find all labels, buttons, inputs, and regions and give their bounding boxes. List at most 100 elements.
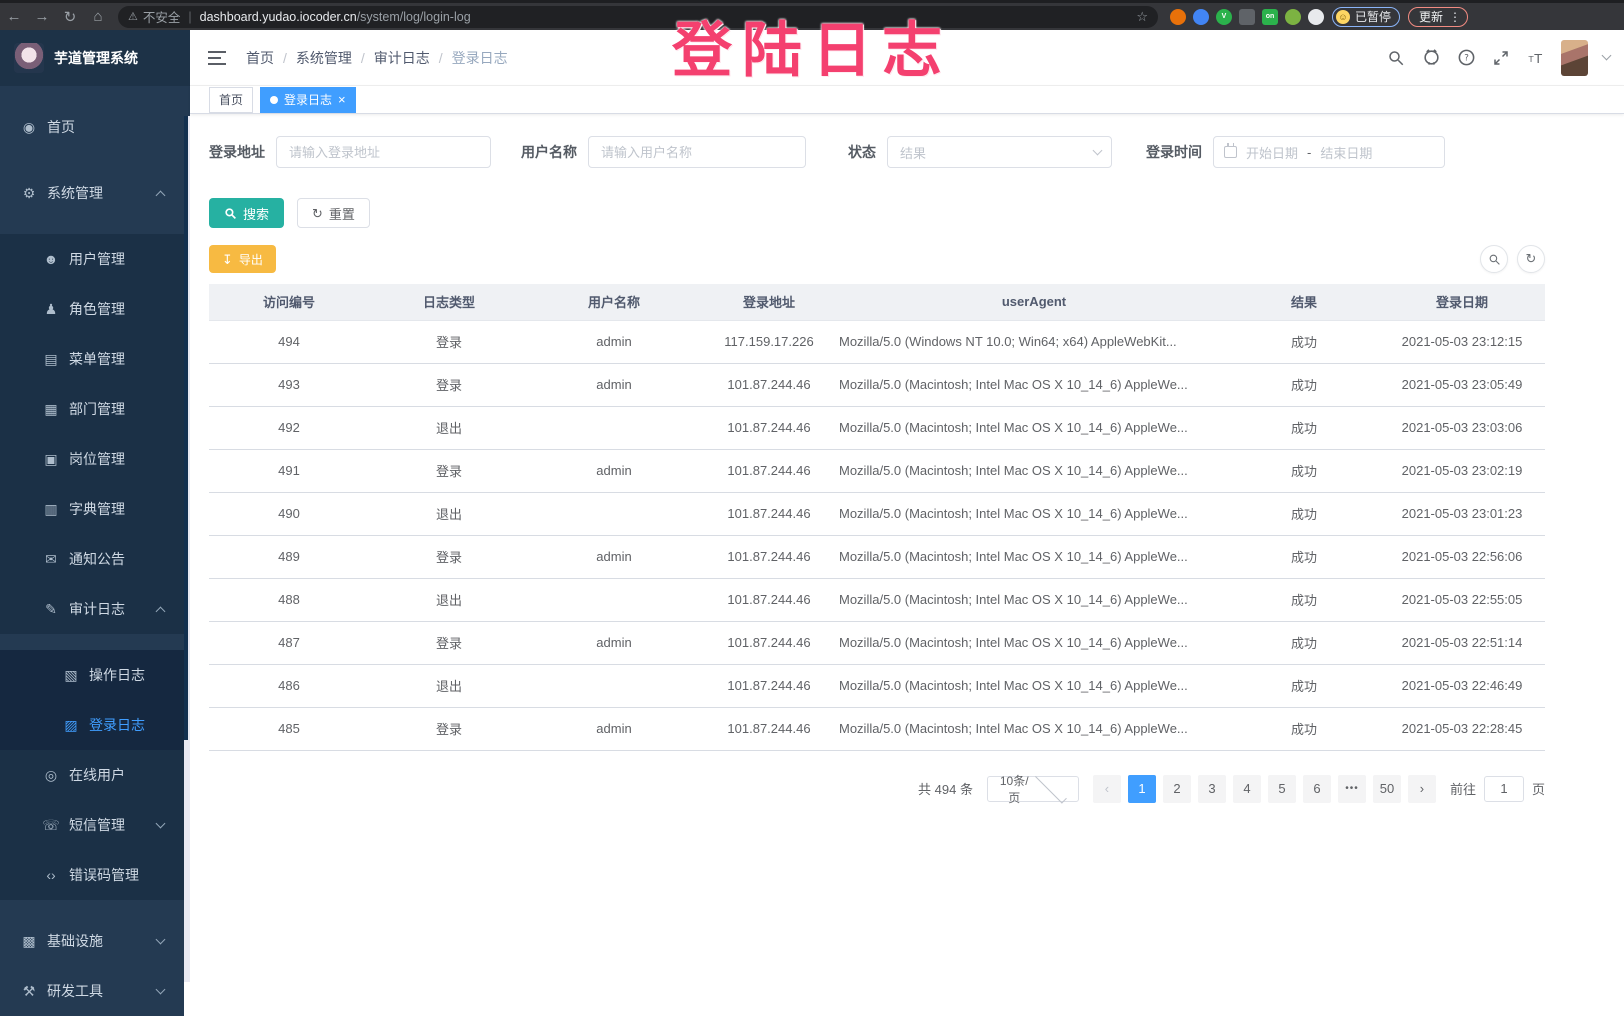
sidebar-item-system-label: 系统管理 xyxy=(47,183,103,203)
extension-on-icon[interactable]: on xyxy=(1262,9,1278,25)
cell-agent: Mozilla/5.0 (Macintosh; Intel Mac OS X 1… xyxy=(839,363,1229,406)
extension-rss-icon[interactable] xyxy=(1170,9,1186,25)
goto-page-input[interactable] xyxy=(1484,776,1524,802)
sidebar-scrollbar-thumb[interactable] xyxy=(184,116,188,740)
cell-agent: Mozilla/5.0 (Macintosh; Intel Mac OS X 1… xyxy=(839,621,1229,664)
cell-user: admin xyxy=(529,449,699,492)
bookmark-star-icon[interactable]: ☆ xyxy=(1136,9,1148,25)
breadcrumb-home[interactable]: 首页 xyxy=(246,48,274,68)
sidebar-scrollbar[interactable] xyxy=(184,116,190,982)
sidebar-item-menus[interactable]: ▤菜单管理 xyxy=(0,334,184,384)
page-ellipsis[interactable]: ••• xyxy=(1338,775,1366,803)
avatar-chevron-down-icon[interactable] xyxy=(1602,51,1612,61)
sidebar-item-audit-log[interactable]: ✎审计日志 xyxy=(0,584,184,634)
cell-type: 登录 xyxy=(369,707,529,750)
docs-question-icon[interactable]: ? xyxy=(1456,48,1476,68)
fullscreen-icon[interactable] xyxy=(1491,48,1511,68)
login-time-range-picker[interactable]: 开始日期 - 结束日期 xyxy=(1213,136,1445,168)
sidebar-item-roles[interactable]: ♟角色管理 xyxy=(0,284,184,334)
cell-id: 485 xyxy=(209,707,369,750)
search-button[interactable]: 搜索 xyxy=(209,198,284,228)
sidebar-item-users[interactable]: ☻用户管理 xyxy=(0,234,184,284)
next-page-button[interactable]: › xyxy=(1408,775,1436,803)
tag-login-log[interactable]: 登录日志 × xyxy=(260,87,356,113)
sidebar-item-dev-tools[interactable]: ⚒研发工具 xyxy=(0,966,184,1016)
gear-icon: ⚙ xyxy=(20,185,38,202)
refresh-table-icon-button[interactable]: ↻ xyxy=(1517,245,1545,273)
toggle-search-icon-button[interactable] xyxy=(1480,245,1508,273)
login-address-label: 登录地址 xyxy=(209,142,265,162)
page-button-50[interactable]: 50 xyxy=(1373,775,1401,803)
username-input[interactable] xyxy=(588,136,806,168)
page-button-5[interactable]: 5 xyxy=(1268,775,1296,803)
prev-page-button[interactable]: ‹ xyxy=(1093,775,1121,803)
cell-result: 成功 xyxy=(1229,535,1379,578)
cell-user: admin xyxy=(529,621,699,664)
page-size-value: 10条/页 xyxy=(996,772,1033,806)
page-button-4[interactable]: 4 xyxy=(1233,775,1261,803)
url-path: /system/log/login-log xyxy=(357,10,471,24)
reset-icon: ↻ xyxy=(312,207,323,220)
extension-v-icon[interactable]: V xyxy=(1216,9,1232,25)
sidebar-item-online-users-label: 在线用户 xyxy=(69,765,125,785)
address-bar[interactable]: ⚠ 不安全 | dashboard.yudao.iocoder.cn /syst… xyxy=(118,6,1158,28)
browser-menu-dots-icon[interactable]: ⋮ xyxy=(1449,10,1461,24)
not-secure-warning-icon[interactable]: ⚠ xyxy=(128,10,138,23)
extension-leaf-icon[interactable] xyxy=(1285,9,1301,25)
breadcrumb-audit-log[interactable]: 审计日志 xyxy=(374,48,430,68)
sidebar-item-notice[interactable]: ✉通知公告 xyxy=(0,534,184,584)
tag-close-icon[interactable]: × xyxy=(338,93,346,106)
sidebar-item-infrastructure[interactable]: ▩基础设施 xyxy=(0,916,184,966)
sidebar-item-login-log[interactable]: ▨登录日志 xyxy=(0,700,184,750)
sidebar-item-posts-label: 岗位管理 xyxy=(69,449,125,469)
sidebar-item-operation-log-label: 操作日志 xyxy=(89,665,145,685)
browser-profile-chip[interactable]: ☺ 已暂停 xyxy=(1332,7,1400,27)
cell-date: 2021-05-03 23:01:23 xyxy=(1379,492,1545,535)
status-select[interactable]: 结果 xyxy=(887,136,1112,168)
browser-home-icon[interactable]: ⌂ xyxy=(84,8,112,25)
reset-button[interactable]: ↻ 重置 xyxy=(297,198,370,228)
page-button-6[interactable]: 6 xyxy=(1303,775,1331,803)
page-size-select[interactable]: 10条/页 xyxy=(987,776,1079,802)
hamburger-icon[interactable] xyxy=(208,51,226,65)
extension-paw-icon[interactable] xyxy=(1308,9,1324,25)
sidebar-item-posts[interactable]: ▣岗位管理 xyxy=(0,434,184,484)
extension-shield-icon[interactable] xyxy=(1193,9,1209,25)
cell-result: 成功 xyxy=(1229,492,1379,535)
app-logo-bar[interactable]: 芋道管理系统 xyxy=(0,30,190,86)
sidebar-item-operation-log[interactable]: ▧操作日志 xyxy=(0,650,184,700)
export-button[interactable]: ↧ 导出 xyxy=(209,245,276,273)
cell-date: 2021-05-03 22:56:06 xyxy=(1379,535,1545,578)
tags-view-bar: 首页 登录日志 × xyxy=(190,86,1624,114)
page-button-1[interactable]: 1 xyxy=(1128,775,1156,803)
sidebar-item-departments[interactable]: ▦部门管理 xyxy=(0,384,184,434)
sidebar-item-sms[interactable]: ☏短信管理 xyxy=(0,800,184,850)
not-secure-label: 不安全 xyxy=(143,7,181,26)
browser-update-button[interactable]: 更新 ⋮ xyxy=(1408,7,1468,27)
browser-reload-icon[interactable]: ↻ xyxy=(56,8,84,26)
filter-buttons: 搜索 ↻ 重置 xyxy=(209,198,1545,228)
github-icon[interactable] xyxy=(1421,48,1441,68)
breadcrumb-system[interactable]: 系统管理 xyxy=(296,48,352,68)
sidebar-item-error-codes[interactable]: ‹›错误码管理 xyxy=(0,850,184,900)
tag-home[interactable]: 首页 xyxy=(209,87,253,113)
sidebar-item-system[interactable]: ⚙ 系统管理 xyxy=(0,168,184,218)
cell-id: 494 xyxy=(209,320,369,363)
browser-back-icon[interactable]: ← xyxy=(0,8,28,25)
login-address-input[interactable] xyxy=(276,136,491,168)
extension-grid-icon[interactable] xyxy=(1239,9,1255,25)
browser-forward-icon[interactable]: → xyxy=(28,8,56,25)
sidebar-item-dictionary[interactable]: ▥字典管理 xyxy=(0,484,184,534)
url-separator: | xyxy=(188,10,191,24)
user-avatar[interactable] xyxy=(1561,40,1588,76)
page-button-2[interactable]: 2 xyxy=(1163,775,1191,803)
sidebar-item-home[interactable]: ◉首页 xyxy=(0,102,184,152)
end-date-placeholder: 结束日期 xyxy=(1320,143,1372,162)
cell-date: 2021-05-03 22:28:45 xyxy=(1379,707,1545,750)
search-icon[interactable] xyxy=(1386,48,1406,68)
sidebar-item-online-users[interactable]: ◎在线用户 xyxy=(0,750,184,800)
page-button-3[interactable]: 3 xyxy=(1198,775,1226,803)
